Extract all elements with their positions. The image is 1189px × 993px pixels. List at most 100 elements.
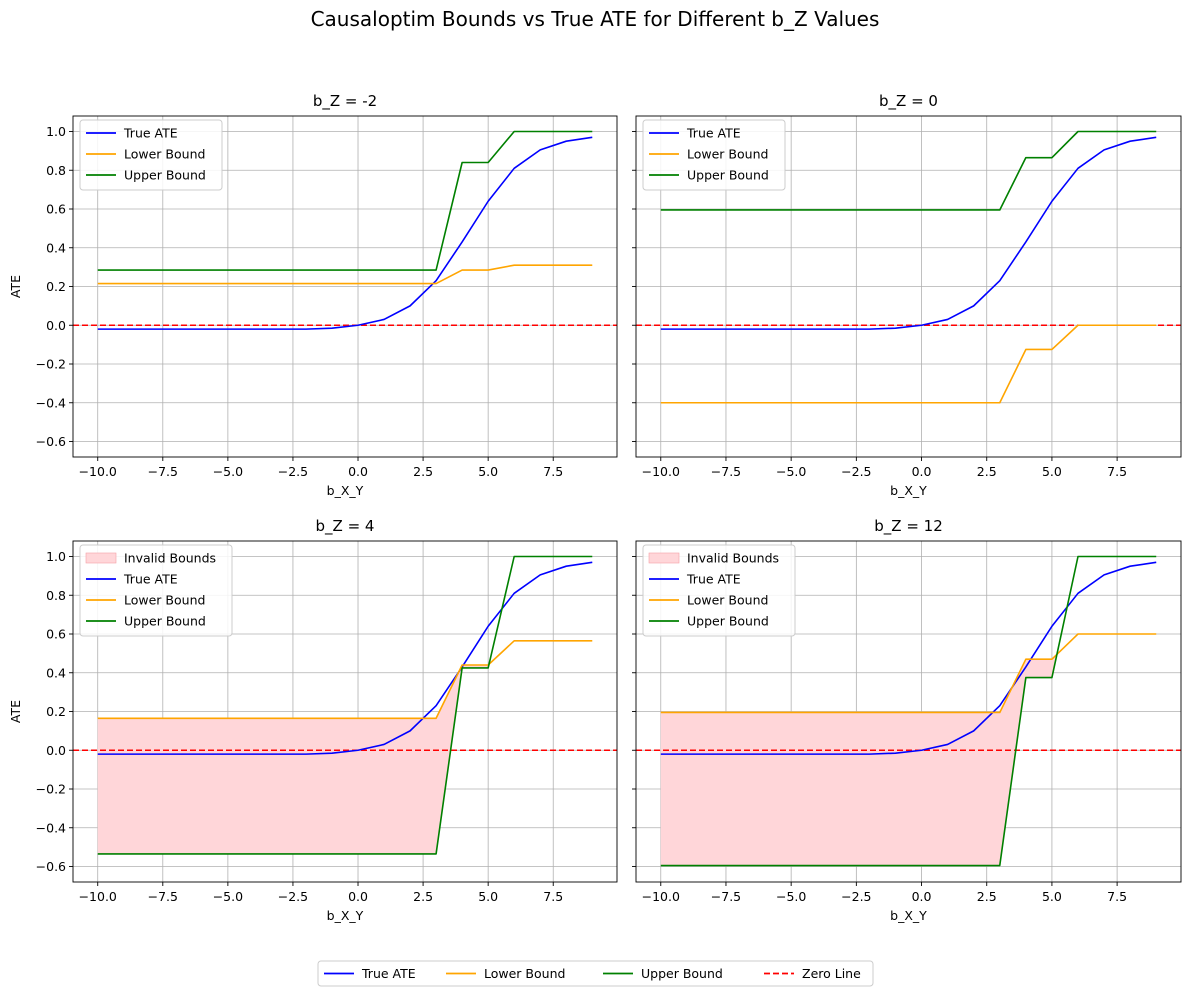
x-tick-label: −2.5 xyxy=(278,889,308,904)
y-tick-label: −0.6 xyxy=(36,434,66,449)
y-tick-label: 1.0 xyxy=(46,124,66,139)
figure-legend-label: Lower Bound xyxy=(484,966,565,981)
legend-patch xyxy=(648,552,680,564)
legend-frame xyxy=(79,119,223,191)
legend-label: Lower Bound xyxy=(687,147,768,162)
figure-legend-label: Upper Bound xyxy=(641,966,723,981)
series-line-upper-bound xyxy=(97,555,593,855)
subplot-2: −10.0 −7.5 −5.0 −2.5 0.0 2.5 5.0 7.5 b_Z = 0 b_X_… xyxy=(632,92,1182,498)
x-tick-label: 2.5 xyxy=(413,889,433,904)
figure-legend-frame xyxy=(317,960,874,987)
series-line-upper-bound xyxy=(660,130,1157,211)
legend-label: Lower Bound xyxy=(124,147,205,162)
plot-area xyxy=(73,130,617,330)
x-tick-label: −5.0 xyxy=(776,889,806,904)
series-line-true-ate xyxy=(97,136,593,330)
x-tick-label: −5.0 xyxy=(213,464,243,479)
legend: True ATE Lower Bound Upper Bound xyxy=(642,119,786,191)
y-tick-label: −0.2 xyxy=(36,357,66,372)
x-tick-label: −10.0 xyxy=(642,889,680,904)
series-line-upper-bound xyxy=(97,130,593,271)
x-tick-label: −2.5 xyxy=(841,889,871,904)
series-line-lower-bound xyxy=(660,633,1157,714)
y-tick-label: −0.4 xyxy=(36,395,66,410)
legend-patch xyxy=(85,552,117,564)
x-tick-label: 7.5 xyxy=(543,889,563,904)
legend-label: Upper Bound xyxy=(687,168,769,183)
legend-frame xyxy=(79,544,233,637)
x-tick-label: −7.5 xyxy=(148,889,178,904)
figure-title: Causaloptim Bounds vs True ATE for Diffe… xyxy=(311,7,880,31)
x-tick-label: −10.0 xyxy=(642,464,680,479)
subplot-3: −10.0 −7.5 −5.0 −2.5 0.0 2.5 5.0 7.5 −0.6 −0.4 −0.… xyxy=(8,517,618,923)
figure-legend-label: True ATE xyxy=(361,966,416,981)
y-tick-label: 1.0 xyxy=(46,549,66,564)
series-line-true-ate xyxy=(660,136,1157,330)
legend-label: Upper Bound xyxy=(124,168,206,183)
x-tick-label: 5.0 xyxy=(1042,889,1062,904)
legend-label: Invalid Bounds xyxy=(687,551,779,566)
plot-area xyxy=(73,555,617,855)
y-tick-label: 0.8 xyxy=(46,163,66,178)
x-tick-label: 5.0 xyxy=(1042,464,1062,479)
subplot-1: −10.0 −7.5 −5.0 −2.5 0.0 2.5 5.0 7.5 −0.6 −0.4 −0.… xyxy=(8,92,618,498)
y-tick-label: −0.6 xyxy=(36,859,66,874)
x-tick-label: 2.5 xyxy=(977,889,997,904)
subplot-title: b_Z = 12 xyxy=(874,517,943,536)
x-tick-label: 5.0 xyxy=(478,889,498,904)
y-tick-label: 0.6 xyxy=(46,202,66,217)
legend-label: Upper Bound xyxy=(687,614,769,629)
x-tick-label: 5.0 xyxy=(478,464,498,479)
x-tick-label: 0.0 xyxy=(912,464,932,479)
figure-legend-label: Zero Line xyxy=(802,966,861,981)
legend: Invalid Bounds True ATE Lower Bound Upper B… xyxy=(79,544,233,637)
legend-label: True ATE xyxy=(123,126,178,141)
y-tick-label: 0.6 xyxy=(46,627,66,642)
x-tick-label: −2.5 xyxy=(841,464,871,479)
x-tick-label: −5.0 xyxy=(776,464,806,479)
subplot-title: b_Z = 0 xyxy=(879,92,938,111)
series-line-true-ate xyxy=(660,561,1157,755)
legend-frame xyxy=(642,544,796,637)
y-axis-label: ATE xyxy=(8,700,23,723)
x-tick-label: 2.5 xyxy=(413,464,433,479)
x-tick-label: −7.5 xyxy=(711,889,741,904)
x-tick-label: 7.5 xyxy=(1107,889,1127,904)
plot-area xyxy=(636,555,1181,867)
y-tick-label: 0.0 xyxy=(46,318,66,333)
x-tick-label: −7.5 xyxy=(711,464,741,479)
figure-legend: True ATE Lower Bound Upper Bound Zero Line xyxy=(317,960,874,987)
y-tick-label: 0.4 xyxy=(46,240,66,255)
plot-area xyxy=(636,130,1181,404)
y-tick-label: 0.0 xyxy=(46,743,66,758)
y-tick-label: −0.4 xyxy=(36,820,66,835)
y-tick-label: 0.2 xyxy=(46,279,66,294)
x-tick-label: 0.0 xyxy=(348,464,368,479)
x-axis-label: b_X_Y xyxy=(890,483,927,498)
series-line-true-ate xyxy=(97,561,593,755)
subplot-title: b_Z = -2 xyxy=(313,92,377,111)
legend-label: True ATE xyxy=(123,572,178,587)
x-tick-label: −7.5 xyxy=(148,464,178,479)
x-tick-label: −2.5 xyxy=(278,464,308,479)
legend-label: Invalid Bounds xyxy=(124,551,216,566)
x-tick-label: 2.5 xyxy=(977,464,997,479)
x-tick-label: −10.0 xyxy=(79,464,117,479)
series-line-lower-bound xyxy=(97,264,593,285)
x-tick-label: 0.0 xyxy=(348,889,368,904)
legend-label: True ATE xyxy=(686,572,741,587)
series-line-lower-bound xyxy=(97,639,593,720)
x-tick-label: −10.0 xyxy=(79,889,117,904)
y-tick-label: 0.2 xyxy=(46,704,66,719)
y-tick-label: 0.4 xyxy=(46,665,66,680)
x-tick-label: −5.0 xyxy=(213,889,243,904)
legend: True ATE Lower Bound Upper Bound xyxy=(79,119,223,191)
legend: Invalid Bounds True ATE Lower Bound Upper B… xyxy=(642,544,796,637)
y-tick-label: −0.2 xyxy=(36,782,66,797)
series-line-upper-bound xyxy=(660,555,1157,867)
series-line-lower-bound xyxy=(660,324,1157,404)
x-axis-label: b_X_Y xyxy=(890,908,927,923)
legend-label: Lower Bound xyxy=(687,593,768,608)
legend-label: Upper Bound xyxy=(124,614,206,629)
